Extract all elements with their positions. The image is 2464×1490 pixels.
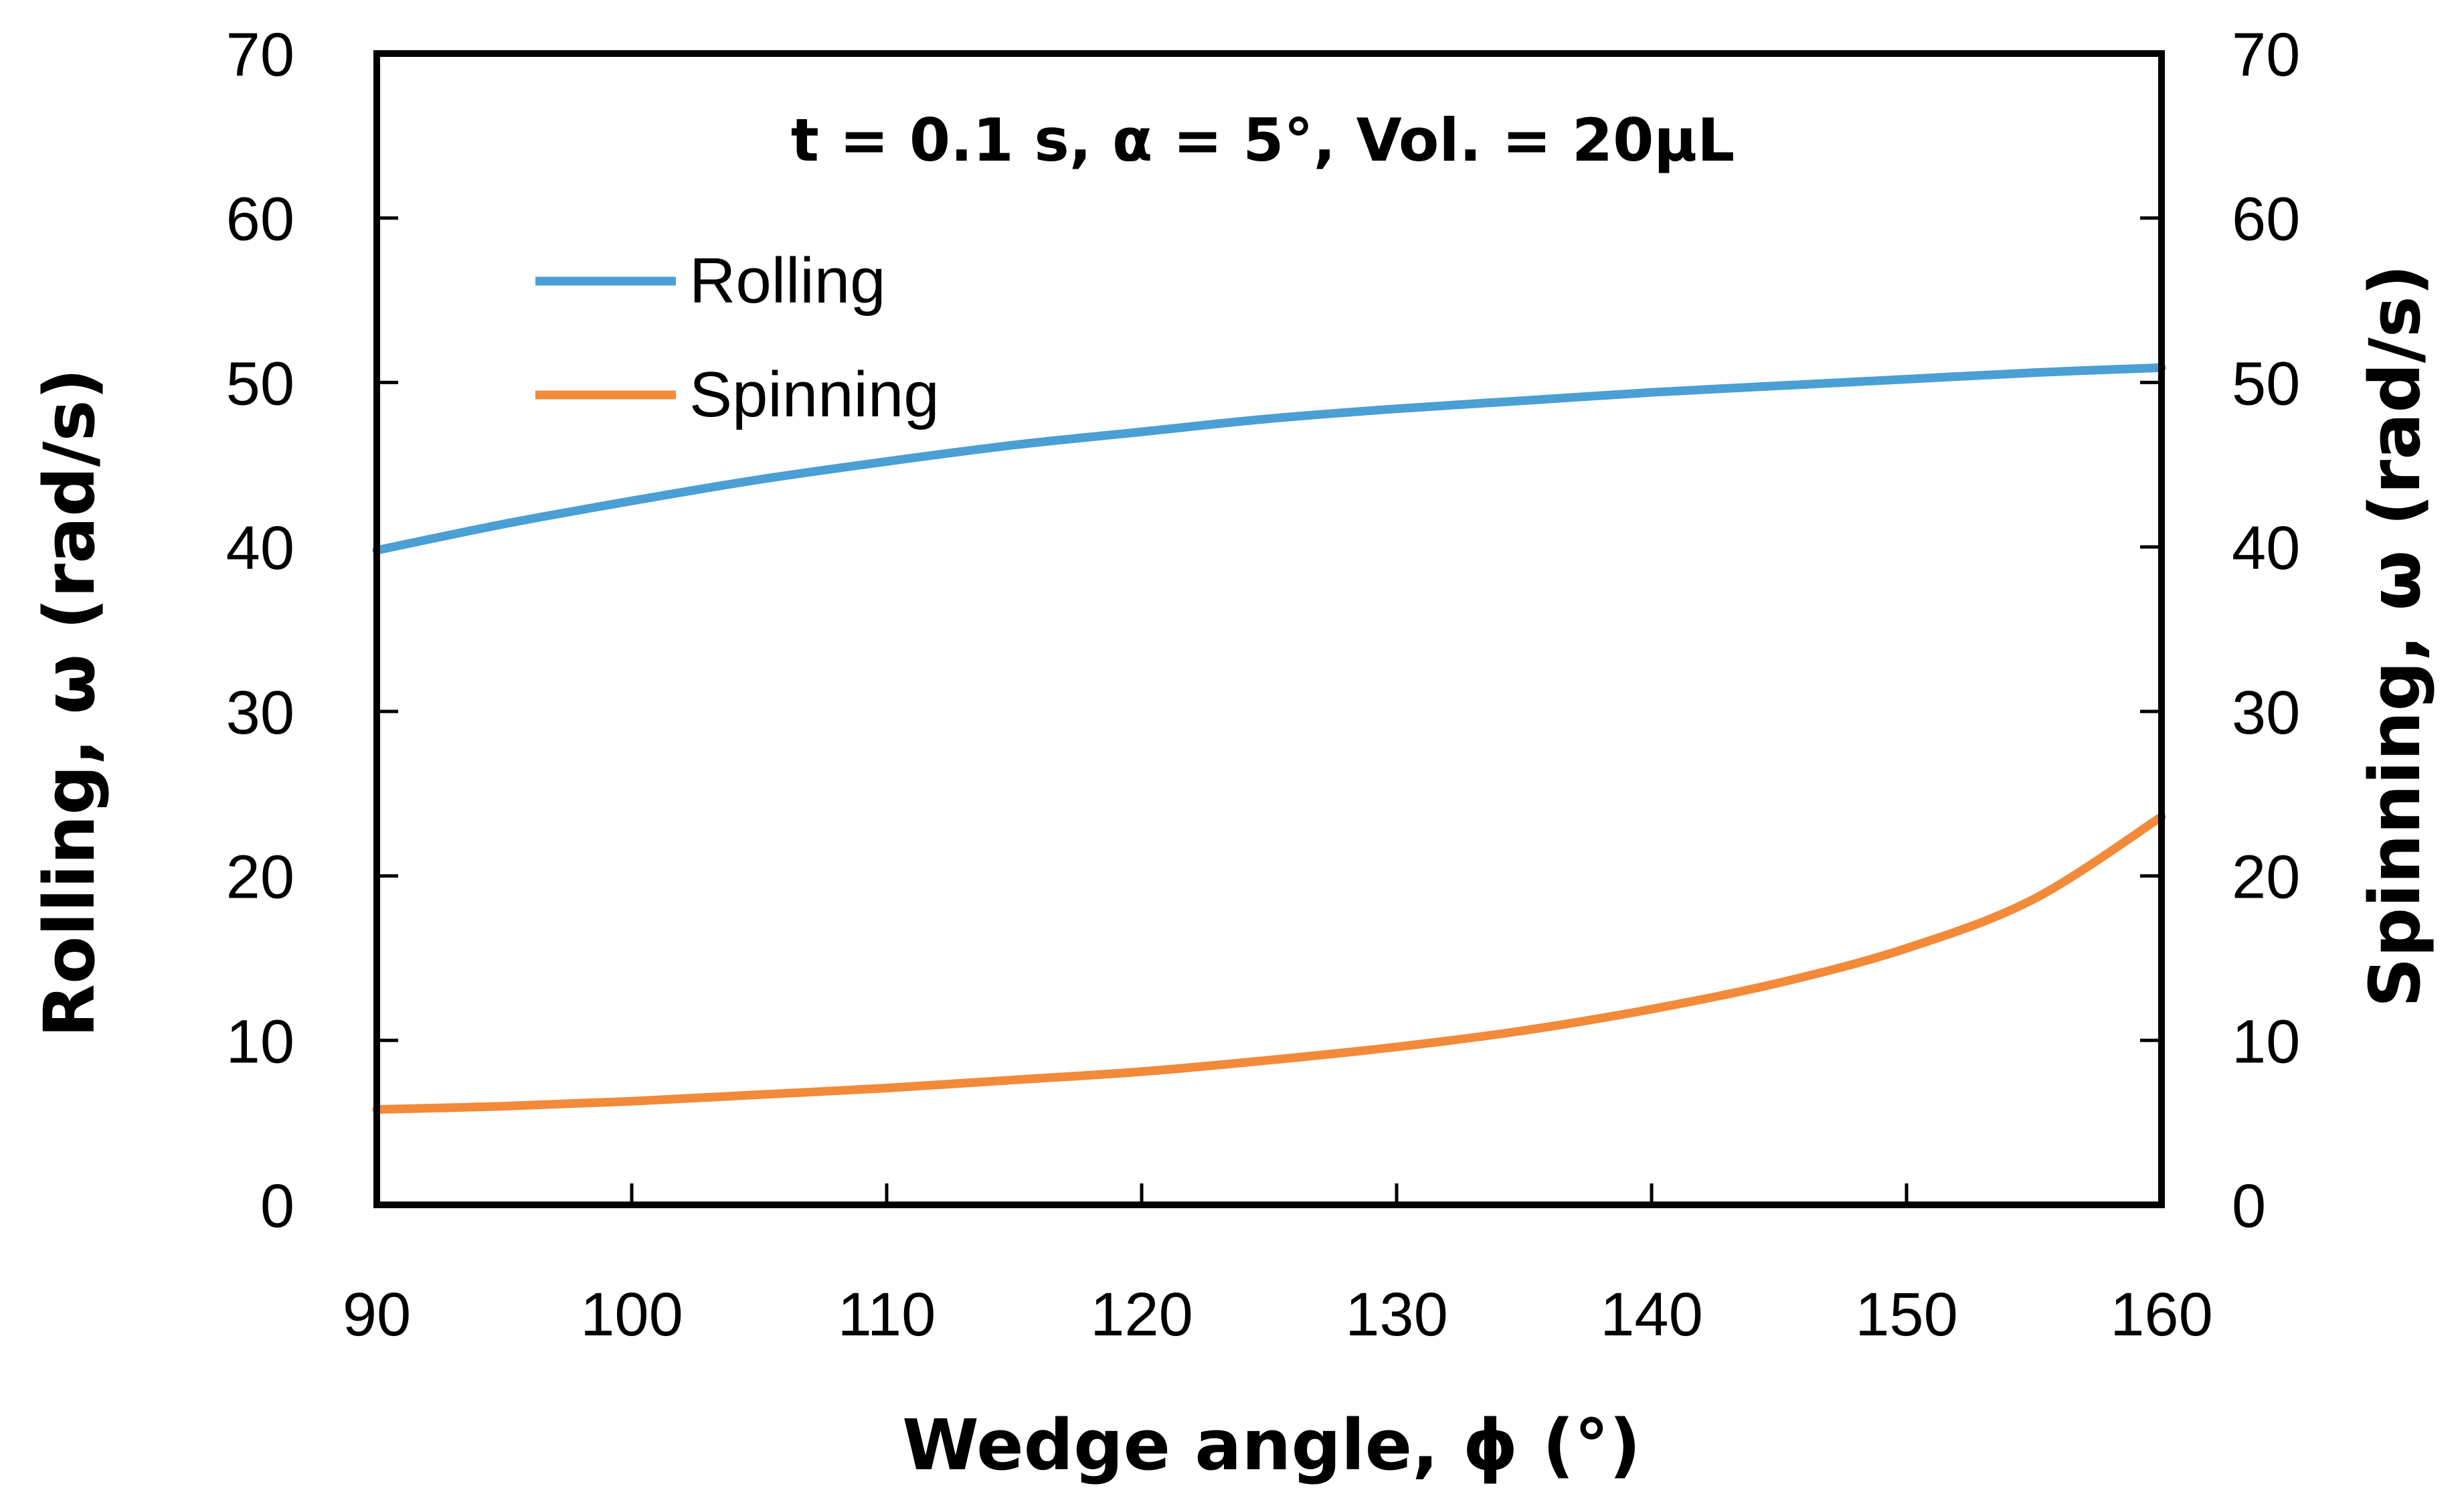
y-tick-label-left: 20 bbox=[226, 843, 294, 912]
x-tick-label: 160 bbox=[2110, 1280, 2213, 1349]
series-line-spinning bbox=[372, 812, 2166, 1114]
y-tick-label-right: 20 bbox=[2232, 843, 2300, 912]
y-tick-label-left: 10 bbox=[226, 1007, 294, 1076]
y-tick-label-left: 40 bbox=[226, 514, 294, 582]
y-tick-label-right: 10 bbox=[2232, 1007, 2300, 1076]
y-axis-title-right: Spinning, ω (rad/s) bbox=[2354, 264, 2436, 1007]
series-layer bbox=[372, 363, 2166, 1114]
x-tick-label: 140 bbox=[1600, 1280, 1703, 1349]
y-tick-label-right: 50 bbox=[2232, 349, 2300, 418]
y-tick-label-right: 0 bbox=[2232, 1172, 2266, 1240]
y-tick-label-right: 60 bbox=[2232, 185, 2300, 254]
y-tick-label-left: 30 bbox=[226, 679, 294, 747]
y-tick-label-right: 40 bbox=[2232, 514, 2300, 582]
y-tick-label-left: 60 bbox=[226, 185, 294, 254]
series-line-rolling bbox=[372, 363, 2166, 555]
ticks-layer: 90 100 110 120 130 140 150 160 0 0 10 10 20 20 30 30 40 4… bbox=[226, 21, 2301, 1349]
y-tick-label-left: 50 bbox=[226, 349, 294, 418]
x-tick-label: 100 bbox=[580, 1280, 683, 1349]
legend-label-rolling: Rolling bbox=[689, 245, 885, 317]
x-tick-label: 110 bbox=[838, 1280, 936, 1349]
x-tick-label: 150 bbox=[1855, 1280, 1958, 1349]
x-axis-title: Wedge angle, ϕ (°) bbox=[902, 1404, 1641, 1486]
y-tick-label-right: 70 bbox=[2232, 21, 2300, 89]
y-axis-title-left: Rolling, ω (rad/s) bbox=[29, 368, 110, 1038]
plot-frame bbox=[373, 50, 2165, 1208]
y-tick-label-left: 0 bbox=[260, 1172, 294, 1240]
y-tick-label-right: 30 bbox=[2232, 679, 2300, 747]
legend-label-spinning: Spinning bbox=[689, 359, 940, 430]
y-tick-label-left: 70 bbox=[226, 21, 294, 89]
chart-annotation: t = 0.1 s, α = 5°, Vol. = 20μL bbox=[791, 106, 1735, 175]
legend: Rolling Spinning bbox=[535, 245, 940, 430]
x-tick-label: 90 bbox=[343, 1280, 411, 1349]
x-tick-label: 120 bbox=[1090, 1280, 1193, 1349]
x-tick-label: 130 bbox=[1345, 1280, 1448, 1349]
